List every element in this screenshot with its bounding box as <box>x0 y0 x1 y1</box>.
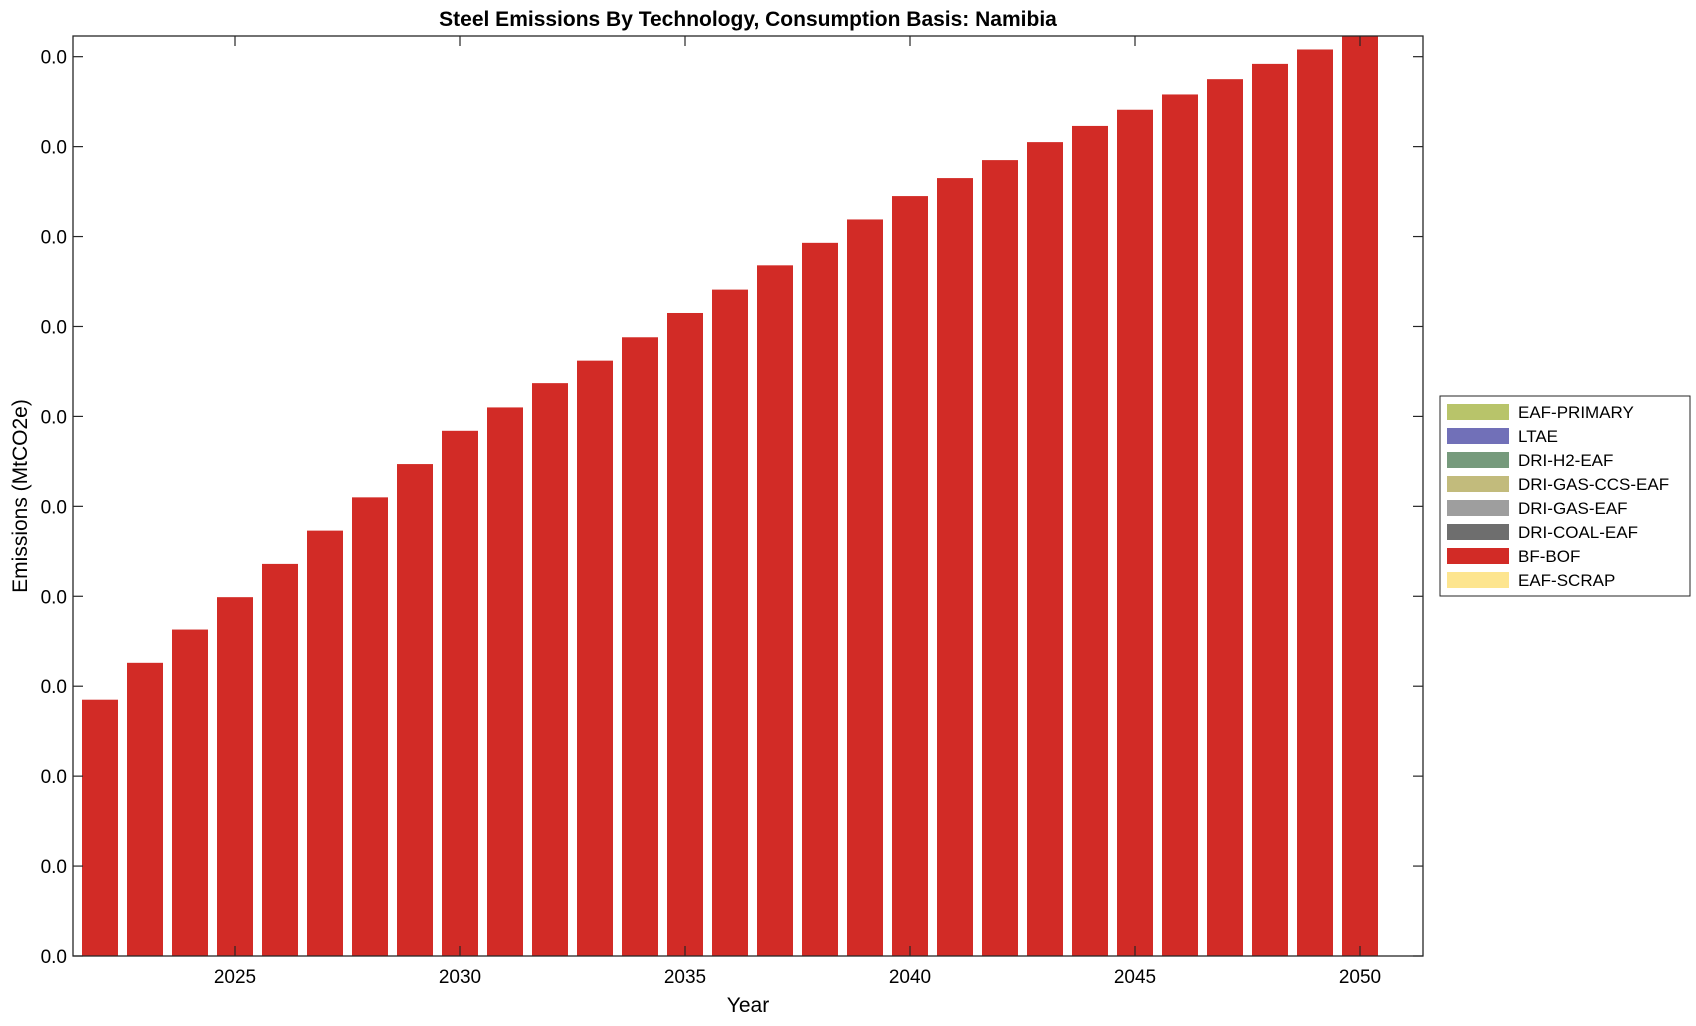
bar-bf-bof-2023 <box>127 662 163 956</box>
legend-swatch-dri-h2-eaf <box>1447 452 1509 468</box>
bar-bf-bof-2046 <box>1162 94 1198 956</box>
y-tick-label: 0.0 <box>41 857 67 878</box>
bar-bf-bof-2042 <box>982 160 1018 957</box>
bar-bf-bof-2037 <box>757 265 793 957</box>
bar-bf-bof-2033 <box>577 360 613 956</box>
y-tick-label: 0.0 <box>41 138 67 159</box>
legend-label-dri-gas-eaf: DRI-GAS-EAF <box>1518 499 1628 518</box>
legend-label-dri-h2-eaf: DRI-H2-EAF <box>1518 451 1613 470</box>
y-tick-label: 0.0 <box>41 228 67 249</box>
y-tick-label: 0.0 <box>41 317 67 338</box>
x-tick-label: 2025 <box>214 967 256 988</box>
legend-swatch-eaf-scrap <box>1447 572 1509 588</box>
y-tick-label: 0.0 <box>41 48 67 69</box>
legend-label-dri-gas-ccs-eaf: DRI-GAS-CCS-EAF <box>1518 475 1669 494</box>
bar-bf-bof-2041 <box>937 178 973 957</box>
bar-bf-bof-2036 <box>712 289 748 956</box>
legend-swatch-bf-bof <box>1447 548 1509 564</box>
x-axis-label: Year <box>727 994 769 1017</box>
bar-bf-bof-2048 <box>1252 63 1288 956</box>
legend-swatch-dri-gas-eaf <box>1447 500 1509 516</box>
x-tick-label: 2050 <box>1339 967 1381 988</box>
bar-bf-bof-2044 <box>1072 125 1108 957</box>
y-tick-label: 0.0 <box>41 677 67 698</box>
x-tick-label: 2035 <box>664 967 706 988</box>
legend-swatch-eaf-primary <box>1447 404 1509 420</box>
y-axis-label: Emissions (MtCO2e) <box>9 399 32 593</box>
bar-bf-bof-2050 <box>1342 36 1378 956</box>
y-axis: 0.0 0.0 0.0 0.0 0.0 0.0 0.0 0.0 0.0 0.0 0.0 <box>41 48 1423 968</box>
bar-bf-bof-2047 <box>1207 79 1243 957</box>
bar-bf-bof-2035 <box>667 312 703 956</box>
bar-bf-bof-2031 <box>487 407 523 956</box>
x-tick-label: 2040 <box>889 967 931 988</box>
bar-bf-bof-2045 <box>1117 109 1153 957</box>
bar-bf-bof-2022 <box>82 699 118 956</box>
bar-bf-bof-2038 <box>802 242 838 957</box>
y-tick-label: 0.0 <box>41 497 67 518</box>
bar-bf-bof-2043 <box>1027 142 1063 956</box>
legend-label-eaf-primary: EAF-PRIMARY <box>1518 403 1634 422</box>
chart-title: Steel Emissions By Technology, Consumpti… <box>439 8 1057 31</box>
bar-bf-bof-2029 <box>397 464 433 956</box>
legend-label-ltae: LTAE <box>1518 427 1558 446</box>
bar-bf-bof-2025 <box>217 597 253 956</box>
bar-bf-bof-2049 <box>1297 49 1333 957</box>
y-tick-label: 0.0 <box>41 587 67 608</box>
bar-bf-bof-2030 <box>442 430 478 956</box>
bar-bf-bof-2034 <box>622 337 658 956</box>
y-tick-label: 0.0 <box>41 947 67 968</box>
legend-label-dri-coal-eaf: DRI-COAL-EAF <box>1518 523 1638 542</box>
axes-box <box>72 35 1424 957</box>
bar-bf-bof-2032 <box>532 383 568 956</box>
bar-bf-bof-2028 <box>352 497 388 956</box>
legend-swatch-dri-coal-eaf <box>1447 524 1509 540</box>
legend-swatch-dri-gas-ccs-eaf <box>1447 476 1509 492</box>
x-axis: 2025 2030 2035 2040 2045 2050 <box>214 36 1381 988</box>
plot-area <box>82 36 1378 957</box>
x-tick-label: 2045 <box>1114 967 1156 988</box>
legend-label-eaf-scrap: EAF-SCRAP <box>1518 571 1615 590</box>
bar-bf-bof-2024 <box>172 629 208 956</box>
y-tick-label: 0.0 <box>41 767 67 788</box>
x-tick-label: 2030 <box>439 967 481 988</box>
bar-bf-bof-2040 <box>892 196 928 956</box>
bar-bf-bof-2027 <box>307 530 343 956</box>
bar-bf-bof-2039 <box>847 219 883 956</box>
legend-swatch-ltae <box>1447 428 1509 444</box>
bar-bf-bof-2026 <box>262 563 298 956</box>
legend-box <box>1439 395 1691 597</box>
legend: EAF-PRIMARY LTAE DRI-H2-EAF DRI-GAS-CCS-EAF… <box>1439 395 1691 597</box>
legend-label-bf-bof: BF-BOF <box>1518 547 1580 566</box>
y-tick-label: 0.0 <box>41 407 67 428</box>
